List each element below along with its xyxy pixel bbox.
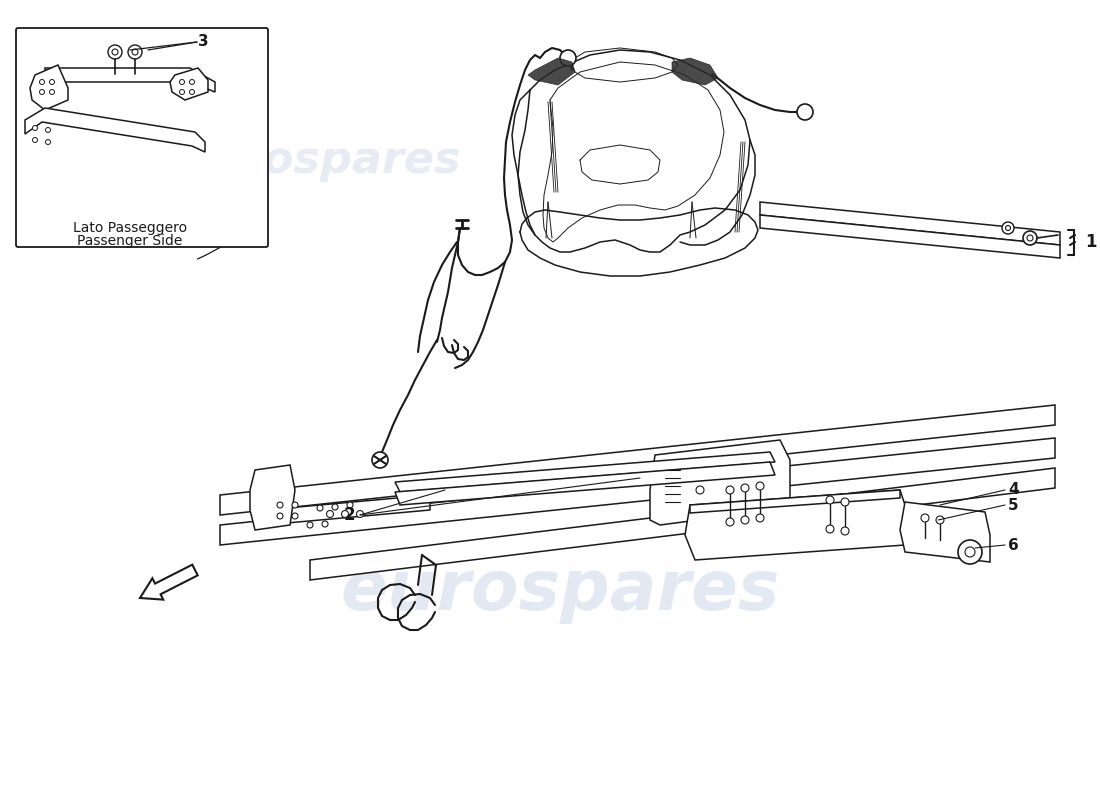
Circle shape — [826, 496, 834, 504]
Circle shape — [560, 50, 576, 66]
Polygon shape — [220, 405, 1055, 515]
Circle shape — [179, 90, 185, 94]
Text: Lato Passeggero: Lato Passeggero — [73, 221, 187, 235]
Polygon shape — [528, 58, 575, 85]
Circle shape — [356, 510, 363, 518]
Text: 5: 5 — [1008, 498, 1019, 513]
Circle shape — [327, 510, 333, 518]
Circle shape — [179, 79, 185, 85]
Circle shape — [45, 139, 51, 145]
Circle shape — [842, 498, 849, 506]
Polygon shape — [900, 502, 990, 562]
Circle shape — [1005, 226, 1011, 230]
Polygon shape — [45, 68, 214, 92]
Text: 4: 4 — [1008, 482, 1019, 498]
FancyArrow shape — [140, 565, 198, 600]
Circle shape — [958, 540, 982, 564]
Circle shape — [108, 45, 122, 59]
Circle shape — [332, 504, 338, 510]
Circle shape — [45, 127, 51, 133]
Circle shape — [307, 522, 314, 528]
Circle shape — [936, 516, 944, 524]
Circle shape — [33, 126, 37, 130]
Circle shape — [277, 513, 283, 519]
Text: 2: 2 — [343, 506, 355, 524]
Circle shape — [741, 516, 749, 524]
Circle shape — [1027, 235, 1033, 241]
Circle shape — [696, 486, 704, 494]
Polygon shape — [685, 490, 910, 560]
Circle shape — [756, 482, 764, 490]
Circle shape — [372, 452, 388, 468]
Text: Passenger Side: Passenger Side — [77, 234, 183, 248]
Polygon shape — [760, 202, 1060, 245]
Circle shape — [346, 502, 353, 508]
Polygon shape — [395, 462, 776, 505]
Polygon shape — [395, 452, 776, 492]
Circle shape — [50, 79, 55, 85]
Circle shape — [965, 547, 975, 557]
Polygon shape — [250, 465, 295, 530]
Circle shape — [50, 90, 55, 94]
Text: 3: 3 — [198, 34, 209, 50]
Circle shape — [112, 49, 118, 55]
Polygon shape — [650, 440, 790, 525]
Text: eurospares: eurospares — [340, 557, 780, 623]
FancyBboxPatch shape — [16, 28, 268, 247]
Polygon shape — [760, 215, 1060, 258]
Polygon shape — [220, 438, 1055, 545]
Circle shape — [842, 527, 849, 535]
Text: autospares: autospares — [179, 138, 460, 182]
Circle shape — [189, 79, 195, 85]
Text: 1: 1 — [1085, 233, 1097, 251]
Polygon shape — [672, 58, 718, 85]
Circle shape — [292, 513, 298, 519]
Polygon shape — [265, 495, 430, 525]
Polygon shape — [25, 108, 205, 152]
Circle shape — [1002, 222, 1014, 234]
Circle shape — [726, 518, 734, 526]
Circle shape — [128, 45, 142, 59]
Circle shape — [798, 104, 813, 120]
Circle shape — [277, 502, 283, 508]
Circle shape — [726, 486, 734, 494]
Circle shape — [189, 90, 195, 94]
Circle shape — [40, 79, 44, 85]
Circle shape — [33, 138, 37, 142]
Circle shape — [921, 514, 929, 522]
Circle shape — [292, 502, 298, 508]
Circle shape — [317, 505, 323, 511]
Polygon shape — [310, 468, 1055, 580]
Circle shape — [322, 521, 328, 527]
Polygon shape — [690, 490, 900, 513]
Polygon shape — [30, 65, 68, 110]
Circle shape — [132, 49, 138, 55]
Circle shape — [826, 525, 834, 533]
Circle shape — [756, 514, 764, 522]
Circle shape — [341, 510, 349, 518]
Circle shape — [741, 484, 749, 492]
Polygon shape — [170, 68, 208, 100]
Text: 6: 6 — [1008, 538, 1019, 553]
Circle shape — [40, 90, 44, 94]
Circle shape — [1023, 231, 1037, 245]
